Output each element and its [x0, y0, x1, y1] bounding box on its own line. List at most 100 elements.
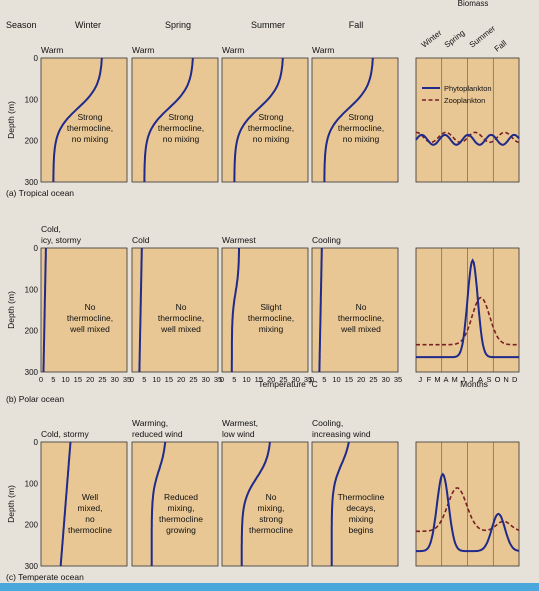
- season-winter: Winter: [75, 20, 101, 30]
- season-spring: Spring: [165, 20, 191, 30]
- depth-tick-label: 100: [25, 479, 39, 488]
- condition-label: Warmest: [222, 235, 256, 245]
- profile-annotation: no: [85, 514, 95, 524]
- condition-label: Cooling: [312, 235, 341, 245]
- depth-tick-label: 300: [25, 178, 39, 187]
- temperature-tick-label: 15: [74, 375, 82, 384]
- profile-annotation: well mixed: [340, 324, 381, 334]
- profile-annotation: Strong: [168, 112, 193, 122]
- profile-annotation: mixing: [259, 324, 284, 334]
- profile-annotation: no mixing: [72, 134, 109, 144]
- condition-label: Warm: [132, 45, 154, 55]
- rows-layer: Depth (m)0100200300WarmStrongthermocline…: [6, 45, 519, 582]
- temperature-tick-label: 30: [111, 375, 119, 384]
- profile-annotation: Thermocline: [338, 492, 385, 502]
- depth-tick-label: 100: [25, 95, 39, 104]
- depth-axis-label: Depth (m): [6, 485, 16, 523]
- depth-tick-label: 200: [25, 327, 39, 336]
- month-tick-label: J: [418, 375, 422, 384]
- month-tick-label: F: [427, 375, 432, 384]
- temperature-tick-label: 25: [189, 375, 197, 384]
- month-tick-label: M: [434, 375, 440, 384]
- profile-annotation: mixed,: [77, 503, 102, 513]
- temperature-tick-label: 20: [86, 375, 94, 384]
- temperature-tick-label: 0: [220, 375, 224, 384]
- row-caption: (b) Polar ocean: [6, 394, 64, 404]
- condition-label: low wind: [222, 429, 255, 439]
- temperature-axis-label: Temperature °C: [258, 379, 318, 389]
- profile-annotation: thermocline,: [248, 123, 294, 133]
- temperature-tick-label: 30: [382, 375, 390, 384]
- temperature-tick-label: 15: [345, 375, 353, 384]
- profile-annotation: no mixing: [343, 134, 380, 144]
- biomass-label: Biomass: [458, 0, 489, 8]
- profile-annotation: Strong: [77, 112, 102, 122]
- depth-tick-label: 0: [34, 244, 39, 253]
- profile-annotation: mixing: [349, 514, 374, 524]
- profile-annotation: thermocline,: [338, 313, 384, 323]
- season-fall: Fall: [349, 20, 364, 30]
- condition-label: Warmest,: [222, 418, 258, 428]
- depth-tick-label: 100: [25, 285, 39, 294]
- temperature-tick-label: 25: [98, 375, 106, 384]
- row-temperate-ocean: Depth (m) 0 100 200 300 Cold, stormy Wellmixed…: [6, 418, 519, 582]
- row-tropical-ocean: Depth (m)0100200300WarmStrongthermocline…: [6, 45, 519, 198]
- temperature-tick-label: 35: [394, 375, 402, 384]
- profile-annotation: decays,: [346, 503, 375, 513]
- profile-annotation: well mixed: [69, 324, 110, 334]
- legend-label-phytoplankton: Phytoplankton: [444, 84, 492, 93]
- profile-annotation: strong: [259, 514, 283, 524]
- depth-axis-label: Depth (m): [6, 291, 16, 329]
- profile-annotation: No: [266, 492, 277, 502]
- season-label: Season: [6, 20, 37, 30]
- temperature-tick-label: 10: [242, 375, 250, 384]
- temperature-tick-label: 15: [165, 375, 173, 384]
- temperature-tick-label: 5: [51, 375, 55, 384]
- profile-annotation: thermocline,: [158, 313, 204, 323]
- profile-annotation: thermocline,: [158, 123, 204, 133]
- temperature-tick-label: 10: [152, 375, 160, 384]
- legend-label-zooplankton: Zooplankton: [444, 96, 485, 105]
- profile-annotation: Strong: [348, 112, 373, 122]
- profile-annotation: begins: [348, 525, 373, 535]
- profile-annotation: No: [356, 302, 367, 312]
- condition-label: Warming,: [132, 418, 168, 428]
- depth-tick-label: 300: [25, 562, 39, 571]
- temperature-tick-label: 5: [142, 375, 146, 384]
- profile-annotation: thermocline,: [248, 313, 294, 323]
- condition-label: Cold, stormy: [41, 429, 89, 439]
- condition-label: Cold: [132, 235, 150, 245]
- month-tick-label: M: [452, 375, 458, 384]
- profile-annotation: Well: [82, 492, 98, 502]
- month-tick-label: A: [444, 375, 449, 384]
- temperature-tick-label: 10: [332, 375, 340, 384]
- bottom-accent-bar: [0, 583, 539, 591]
- profile-annotation: Slight: [260, 302, 282, 312]
- month-tick-label: N: [503, 375, 508, 384]
- condition-label: reduced wind: [132, 429, 183, 439]
- depth-tick-label: 200: [25, 137, 39, 146]
- profile-annotation: no mixing: [253, 134, 290, 144]
- profile-annotation: growing: [166, 525, 196, 535]
- temperature-tick-label: 30: [202, 375, 210, 384]
- profile-annotation: Reduced: [164, 492, 198, 502]
- condition-label: Warm: [312, 45, 334, 55]
- temperature-tick-label: 10: [61, 375, 69, 384]
- temperature-tick-label: 0: [130, 375, 134, 384]
- depth-tick-label: 0: [34, 54, 39, 63]
- depth-axis-label: Depth (m): [6, 101, 16, 139]
- condition-label: increasing wind: [312, 429, 371, 439]
- month-tick-label: O: [495, 375, 501, 384]
- profile-annotation: thermocline: [249, 525, 293, 535]
- profile-annotation: well mixed: [160, 324, 201, 334]
- profile-annotation: thermocline,: [67, 313, 113, 323]
- row-caption: (a) Tropical ocean: [6, 188, 74, 198]
- condition-label: Cooling,: [312, 418, 343, 428]
- temperature-tick-label: 5: [322, 375, 326, 384]
- temperature-tick-label: 5: [232, 375, 236, 384]
- profile-annotation: thermocline,: [67, 123, 113, 133]
- condition-label: Warm: [222, 45, 244, 55]
- row-caption: (c) Temperate ocean: [6, 572, 84, 582]
- temperature-tick-label: 0: [39, 375, 43, 384]
